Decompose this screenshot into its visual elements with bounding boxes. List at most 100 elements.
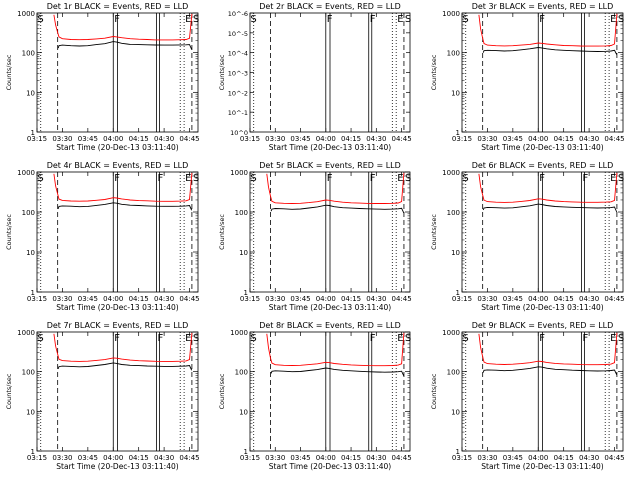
panel-title: Det 5r BLACK = Events, RED = LLD: [259, 161, 401, 170]
y-tick-label: 10: [239, 408, 248, 416]
x-tick-label: 04:45: [179, 454, 199, 462]
series-line-events: [57, 362, 193, 371]
y-tick-label: 100: [22, 50, 35, 58]
x-tick-label: 04:45: [391, 295, 411, 303]
y-tick-label: 10: [26, 408, 35, 416]
panel-title: Det 8r BLACK = Events, RED = LLD: [259, 321, 401, 330]
event-label: S: [462, 14, 468, 25]
x-tick-label: 03:15: [27, 295, 47, 303]
event-label: F: [370, 173, 376, 184]
x-axis-label: Start Time (20-Dec-13 03:11:40): [269, 462, 391, 471]
panel-det-2: Det 2r BLACK = Events, RED = LLD Counts/s…: [218, 2, 412, 152]
panel-title: Det 1r BLACK = Events, RED = LLD: [47, 2, 189, 11]
plot-frame: [461, 12, 624, 133]
plot-frame: [36, 171, 199, 293]
x-tick-label: 04:30: [154, 295, 174, 303]
event-label: S: [250, 173, 256, 184]
y-tick-label: 100: [235, 369, 248, 377]
panel-det-6: Det 6r BLACK = Events, RED = LLD Counts/s…: [430, 161, 625, 312]
y-tick-label: 1000: [17, 10, 35, 18]
event-label: E: [397, 173, 403, 184]
x-tick-label: 04:15: [129, 454, 149, 462]
y-tick-label: 1: [456, 129, 460, 137]
x-tick-label: 03:45: [290, 135, 310, 143]
event-label: E: [185, 333, 191, 344]
y-tick-label: 1000: [17, 329, 35, 337]
plot-frame: [36, 331, 199, 452]
x-axis-label: Start Time (20-Dec-13 03:11:40): [56, 303, 178, 312]
event-label: E: [185, 173, 191, 184]
series-line-lld: [266, 332, 405, 367]
x-tick-label: 04:15: [341, 135, 361, 143]
x-tick-label: 03:15: [452, 454, 472, 462]
y-tick-label: 10: [451, 89, 460, 97]
y-tick-label: 1000: [442, 329, 460, 337]
x-tick-label: 03:15: [240, 295, 260, 303]
x-tick-label: 04:45: [179, 135, 199, 143]
event-label: S: [37, 173, 43, 184]
x-tick-label: 04:30: [366, 454, 386, 462]
x-tick-label: 03:30: [52, 454, 72, 462]
event-label: F: [370, 14, 376, 25]
y-tick-label: 1000: [442, 10, 460, 18]
y-axis-label: Counts/sec: [218, 214, 226, 250]
event-label: S: [193, 173, 199, 184]
x-tick-label: 03:15: [27, 454, 47, 462]
x-tick-label: 04:15: [341, 295, 361, 303]
event-label: S: [618, 173, 624, 184]
x-axis-label: Start Time (20-Dec-13 03:11:40): [481, 143, 603, 152]
y-axis-label: Counts/sec: [5, 214, 13, 250]
panel-det-5: Det 5r BLACK = Events, RED = LLD Counts/s…: [218, 161, 412, 312]
event-label: S: [37, 14, 43, 25]
event-label: F: [370, 333, 376, 344]
y-tick-label: 1: [244, 289, 248, 297]
x-tick-label: 04:45: [391, 135, 411, 143]
x-tick-label: 03:15: [27, 135, 47, 143]
y-tick-label: 100: [447, 50, 460, 58]
event-label: F: [157, 173, 163, 184]
y-axis-label: Counts/sec: [218, 373, 226, 409]
y-axis-label: Counts/sec: [430, 373, 438, 409]
event-label: E: [610, 14, 616, 25]
x-axis-label: Start Time (20-Dec-13 03:11:40): [481, 462, 603, 471]
y-tick-label: 100: [447, 369, 460, 377]
y-tick-label: 1: [456, 289, 460, 297]
y-tick-label: 10^-3: [228, 70, 248, 78]
plot-frame: [461, 171, 624, 293]
x-axis-label: Start Time (20-Dec-13 03:11:40): [56, 143, 178, 152]
x-tick-label: 03:30: [52, 135, 72, 143]
plot-frame: [36, 12, 199, 133]
event-label: S: [37, 333, 43, 344]
panel-title: Det 9r BLACK = Events, RED = LLD: [472, 321, 614, 330]
event-label: S: [405, 333, 411, 344]
x-tick-label: 04:15: [129, 295, 149, 303]
x-tick-label: 04:45: [604, 295, 624, 303]
y-tick-label: 1: [244, 448, 248, 456]
y-tick-label: 1000: [17, 169, 35, 177]
event-label: E: [610, 333, 616, 344]
x-tick-label: 04:30: [366, 295, 386, 303]
x-tick-label: 03:15: [240, 454, 260, 462]
x-tick-label: 03:15: [452, 295, 472, 303]
y-tick-label: 10: [26, 249, 35, 257]
x-tick-label: 03:45: [78, 135, 98, 143]
panel-det-3: Det 3r BLACK = Events, RED = LLD Counts/s…: [430, 2, 625, 152]
x-tick-label: 04:00: [528, 295, 548, 303]
x-tick-label: 03:45: [290, 295, 310, 303]
event-label: E: [397, 14, 403, 25]
x-tick-label: 04:15: [554, 454, 574, 462]
x-tick-label: 04:00: [528, 135, 548, 143]
panel-det-7: Det 7r BLACK = Events, RED = LLD Counts/s…: [5, 321, 200, 471]
x-tick-label: 03:45: [503, 135, 523, 143]
y-tick-label: 1000: [442, 169, 460, 177]
y-tick-label: 1000: [230, 329, 248, 337]
y-tick-label: 1: [31, 289, 35, 297]
event-label: E: [397, 333, 403, 344]
x-tick-label: 03:30: [265, 135, 285, 143]
x-tick-label: 04:15: [341, 454, 361, 462]
event-label: F: [582, 333, 588, 344]
series-line-events: [57, 202, 193, 211]
event-label: S: [250, 333, 256, 344]
y-tick-label: 10^-4: [228, 50, 248, 58]
x-tick-label: 04:30: [579, 295, 599, 303]
